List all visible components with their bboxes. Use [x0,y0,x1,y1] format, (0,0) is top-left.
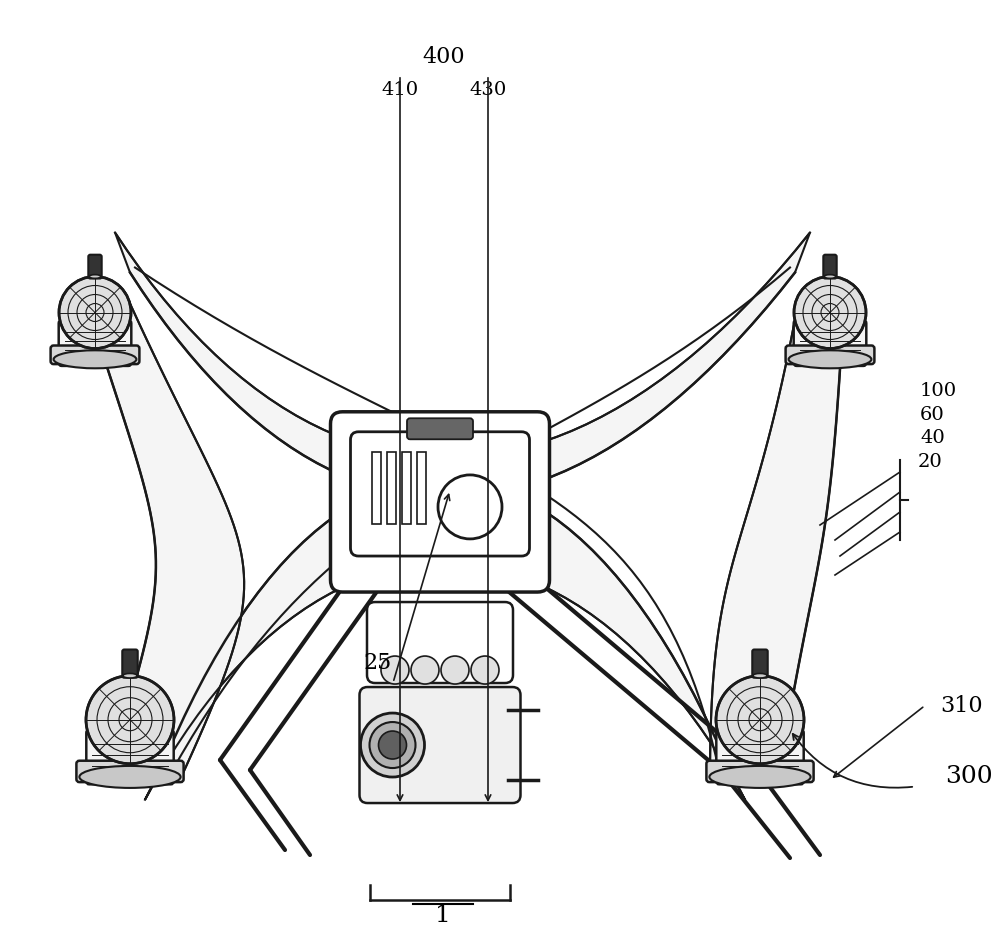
Circle shape [716,676,804,763]
Polygon shape [115,233,810,497]
Ellipse shape [79,766,181,788]
Bar [402,452,411,524]
Text: 300: 300 [945,765,993,788]
FancyBboxPatch shape [88,255,102,278]
FancyBboxPatch shape [794,320,866,366]
Bar [372,452,381,524]
Text: 1: 1 [435,904,451,927]
Circle shape [86,676,174,763]
FancyBboxPatch shape [122,650,138,678]
Circle shape [360,713,424,777]
FancyBboxPatch shape [823,255,837,278]
Circle shape [378,731,406,759]
FancyBboxPatch shape [59,320,131,366]
Ellipse shape [789,350,871,368]
Text: 400: 400 [423,45,465,68]
Ellipse shape [89,275,101,278]
Circle shape [438,474,502,539]
FancyBboxPatch shape [76,760,184,782]
Ellipse shape [709,766,811,788]
Circle shape [370,722,416,768]
Ellipse shape [54,350,136,368]
FancyBboxPatch shape [360,687,520,803]
Ellipse shape [753,673,767,678]
FancyBboxPatch shape [786,346,874,364]
Circle shape [441,656,469,684]
Bar [417,452,426,524]
FancyBboxPatch shape [407,419,473,439]
Circle shape [381,656,409,684]
FancyBboxPatch shape [367,602,513,683]
Text: 60: 60 [920,405,945,424]
Circle shape [411,656,439,684]
FancyBboxPatch shape [330,412,550,592]
FancyBboxPatch shape [86,730,174,784]
Ellipse shape [123,673,137,678]
Text: 310: 310 [940,694,983,717]
Text: 20: 20 [918,453,943,472]
Ellipse shape [824,275,836,278]
FancyBboxPatch shape [752,650,768,678]
Text: 25: 25 [364,652,392,674]
Text: 430: 430 [469,80,507,99]
Bar [387,452,396,524]
Text: 410: 410 [381,80,419,99]
Text: 100: 100 [920,382,957,401]
Polygon shape [145,479,745,799]
FancyBboxPatch shape [51,346,139,364]
FancyBboxPatch shape [706,760,814,782]
Circle shape [471,656,499,684]
Circle shape [59,277,131,348]
FancyBboxPatch shape [716,730,804,784]
Circle shape [794,277,866,348]
FancyBboxPatch shape [351,432,530,556]
Text: 40: 40 [920,429,945,448]
Polygon shape [710,282,845,779]
Polygon shape [80,282,244,779]
